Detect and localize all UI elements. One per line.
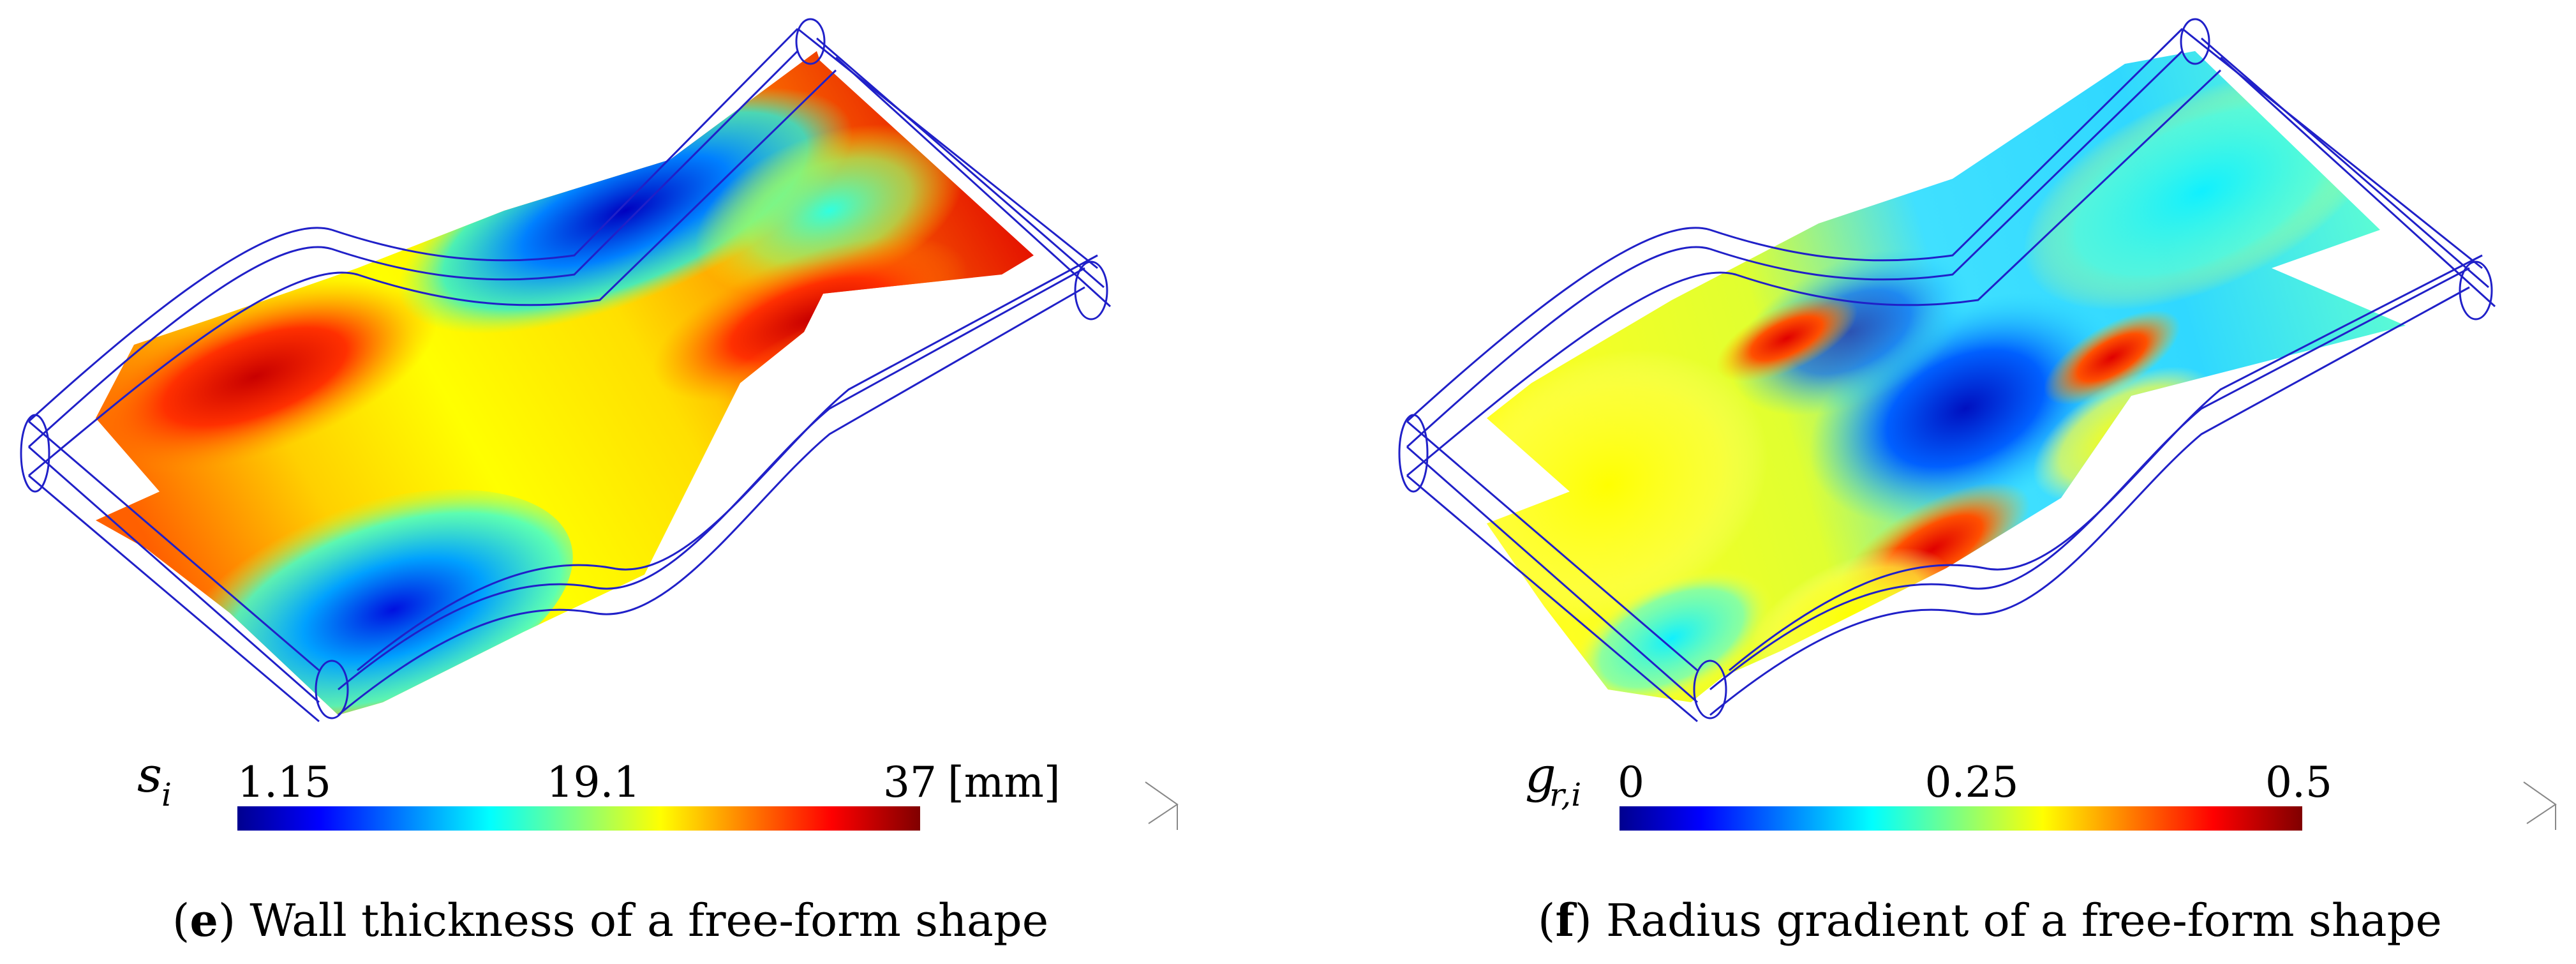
panel-f-colorbar-tick-max: 0.5 <box>2265 758 2332 807</box>
panel-e-colorbar-symbol: s <box>137 746 162 803</box>
panel-f-caption: (f) Radius gradient of a free-form shape <box>1538 894 2442 947</box>
panel-f-colorbar-tick-min: 0 <box>1618 758 1644 807</box>
panel-e-colorbar-tick-max: 37 <box>883 758 937 807</box>
panel-e-red-region-right <box>653 236 968 402</box>
panel-e-wireframe <box>20 18 1112 723</box>
panel-f-axis-triad-icon <box>2523 781 2557 830</box>
panel-e-colorbar-subscript: i <box>161 776 172 813</box>
panel-e-surface <box>20 18 1112 723</box>
panel-e-colorbar-tick-min: 1.15 <box>237 758 331 807</box>
panel-e-colorbar-tick-mid: 19.1 <box>547 758 641 807</box>
panel-f-colorbar-bar <box>1619 806 2302 831</box>
panel-e-blue-region-top <box>398 87 853 334</box>
panel-f-red-region-right <box>2044 310 2180 405</box>
panel-e-caption-tag: e <box>190 894 218 947</box>
panel-f-caption-tag: f <box>1555 894 1575 947</box>
panel-e-axis-triad-icon <box>1145 781 1179 830</box>
panel-e-colorbar-unit: [mm] <box>948 758 1061 807</box>
panel-e-colorbar: s i 1.15 19.1 37 [mm] <box>137 746 1061 831</box>
panel-f-caption-text: Radius gradient of a free-form shape <box>1606 894 2442 947</box>
panel-e-caption-text: Wall thickness of a free-form shape <box>249 894 1049 947</box>
panel-f-colorbar: g r,i 0 0.25 0.5 <box>1525 746 2332 831</box>
panel-f-red-region-upper <box>1716 294 1858 382</box>
panel-f-colorbar-subscript: r,i <box>1549 776 1581 813</box>
panel-f-wireframe <box>1398 18 2496 723</box>
panel-f-surface <box>1398 18 2496 723</box>
panel-f-colorbar-symbol: g <box>1525 746 1556 803</box>
panel-e-colorbar-bar <box>237 806 920 831</box>
panel-e-red-region-left <box>96 279 437 474</box>
panel-f-colorbar-tick-mid: 0.25 <box>1925 758 2019 807</box>
panel-e-caption: (e) Wall thickness of a free-form shape <box>172 894 1049 947</box>
